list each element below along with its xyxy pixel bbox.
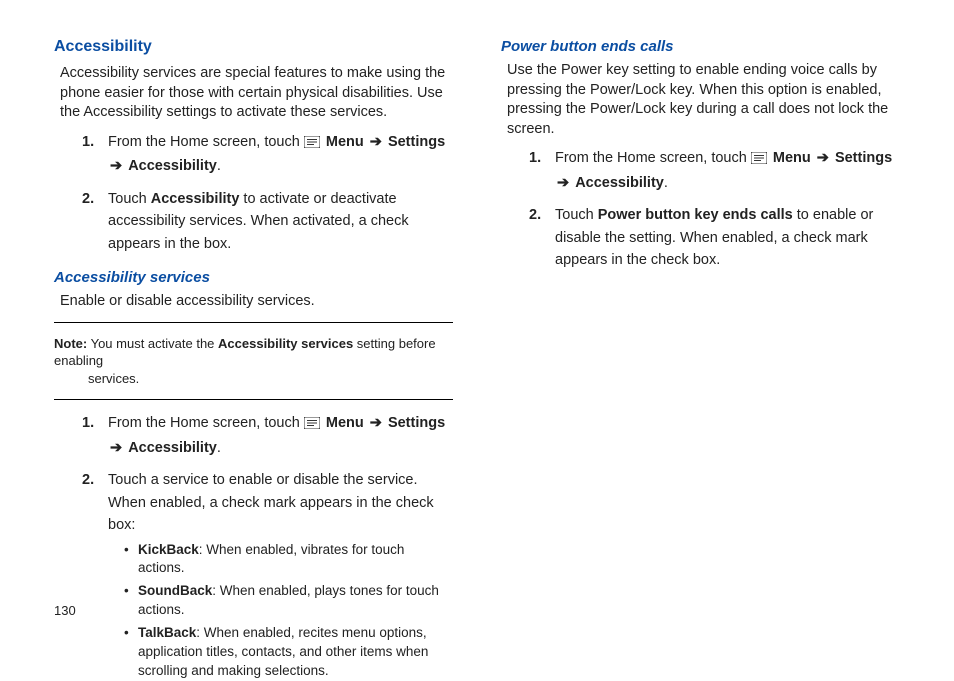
note-rule-bottom: [54, 399, 453, 400]
step-number: 2.: [529, 204, 541, 226]
menu-label: Menu: [326, 134, 364, 150]
arrow: ➔: [557, 175, 569, 191]
steps-list-2: 1. From the Home screen, touch Menu ➔ Se…: [54, 412, 453, 681]
accessibility-label: Accessibility: [128, 440, 217, 456]
menu-label: Menu: [773, 150, 811, 166]
menu-label: Menu: [326, 415, 364, 431]
settings-label: Settings: [388, 415, 445, 431]
steps-list-right: 1. From the Home screen, touch Menu ➔ Se…: [501, 147, 900, 271]
arrow: ➔: [110, 440, 122, 456]
step-number: 1.: [82, 131, 94, 153]
two-column-layout: Accessibility Accessibility services are…: [54, 38, 900, 598]
right-column: Power button ends calls Use the Power ke…: [501, 38, 900, 598]
step-1: 1. From the Home screen, touch Menu ➔ Se…: [529, 147, 900, 194]
right-intro: Use the Power key setting to enable endi…: [501, 61, 900, 139]
step-2: 2. Touch Accessibility to activate or de…: [82, 188, 453, 255]
steps-list-1: 1. From the Home screen, touch Menu ➔ Se…: [54, 131, 453, 255]
arrow: ➔: [370, 415, 382, 431]
bullet-talkback: TalkBack: When enabled, recites menu opt…: [124, 624, 453, 681]
step2-bold: Power button key ends calls: [598, 207, 793, 223]
arrow: ➔: [370, 134, 382, 150]
subheading-accessibility-services: Accessibility services: [54, 269, 453, 286]
step2-pre: Touch: [108, 191, 151, 207]
step-number: 1.: [82, 412, 94, 434]
page-number: 130: [54, 603, 76, 618]
note-line2: services.: [54, 370, 447, 388]
heading-power-button: Power button ends calls: [501, 38, 900, 55]
period: .: [664, 175, 668, 191]
menu-icon: [751, 149, 767, 171]
bullet-bold: TalkBack: [138, 625, 196, 640]
step2-bold: Accessibility: [151, 191, 240, 207]
note-rule-top: [54, 322, 453, 323]
note-pre: You must activate the: [87, 336, 218, 351]
step-number: 2.: [82, 188, 94, 210]
note-bold: Accessibility services: [218, 336, 353, 351]
period: .: [217, 158, 221, 174]
bullet-bold: KickBack: [138, 542, 199, 557]
arrow: ➔: [110, 158, 122, 174]
menu-icon: [304, 133, 320, 155]
settings-label: Settings: [835, 150, 892, 166]
step-number: 1.: [529, 147, 541, 169]
sub-intro: Enable or disable accessibility services…: [54, 292, 453, 312]
bullet-kickback: KickBack: When enabled, vibrates for tou…: [124, 541, 453, 579]
menu-icon: [304, 414, 320, 436]
note-label: Note:: [54, 336, 87, 351]
bullet-bold: SoundBack: [138, 583, 212, 598]
accessibility-label: Accessibility: [575, 175, 664, 191]
step2-pre: Touch: [555, 207, 598, 223]
step1-pre: From the Home screen, touch: [108, 134, 304, 150]
step1-pre: From the Home screen, touch: [108, 415, 304, 431]
heading-accessibility: Accessibility: [54, 38, 453, 56]
intro-text: Accessibility services are special featu…: [54, 64, 453, 123]
period: .: [217, 440, 221, 456]
step-2: 2. Touch Power button key ends calls to …: [529, 204, 900, 271]
bullet-soundback: SoundBack: When enabled, plays tones for…: [124, 582, 453, 620]
step-1: 1. From the Home screen, touch Menu ➔ Se…: [82, 131, 453, 178]
step-2: 2. Touch a service to enable or disable …: [82, 469, 453, 681]
step2-text: Touch a service to enable or disable the…: [108, 472, 434, 533]
step-1: 1. From the Home screen, touch Menu ➔ Se…: [82, 412, 453, 459]
arrow: ➔: [817, 150, 829, 166]
left-column: Accessibility Accessibility services are…: [54, 38, 453, 598]
service-bullets: KickBack: When enabled, vibrates for tou…: [108, 541, 453, 681]
note-block: Note: You must activate the Accessibilit…: [54, 333, 453, 390]
accessibility-label: Accessibility: [128, 158, 217, 174]
step-number: 2.: [82, 469, 94, 491]
step1-pre: From the Home screen, touch: [555, 150, 751, 166]
settings-label: Settings: [388, 134, 445, 150]
